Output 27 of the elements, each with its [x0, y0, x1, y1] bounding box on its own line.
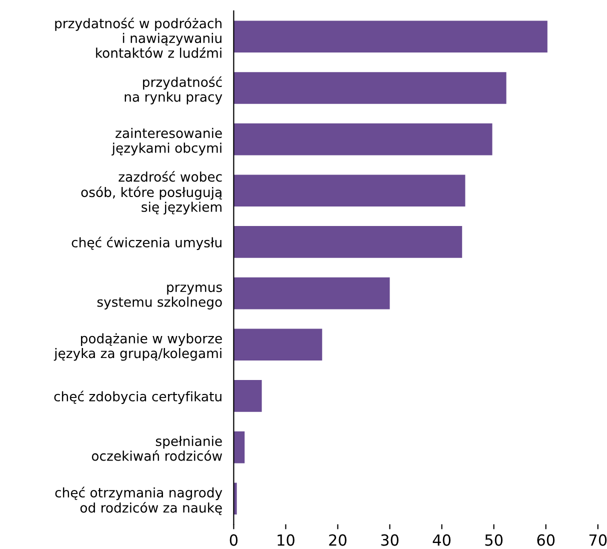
bar	[234, 277, 390, 310]
bar	[234, 174, 466, 207]
x-tick-label: 20	[329, 534, 346, 546]
x-tick-label: 70	[589, 534, 607, 546]
x-tick-label: 50	[485, 534, 503, 546]
x-tick-label: 40	[432, 534, 451, 546]
y-tick-label: zainteresowanie językami obcymi	[112, 128, 222, 156]
x-tick-label: 10	[278, 534, 294, 546]
bar	[234, 328, 322, 361]
bar	[234, 72, 506, 104]
y-tick-label: chęć otrzymania nagrody od rodziców za naukę	[55, 486, 222, 516]
y-tick-label: zazdrość wobec osób, które posługują się językiem	[81, 171, 222, 214]
y-tick-label: spełnianie oczekiwań rodziców	[92, 436, 222, 461]
x-tick-label: 0	[230, 534, 238, 546]
bar	[234, 431, 245, 464]
bar	[234, 123, 492, 156]
y-tick-label: przydatność w podróżach i nawiązywaniu kontaktów z ludźmi	[55, 18, 222, 58]
bar	[234, 20, 548, 53]
bar	[234, 226, 462, 258]
y-tick-label: chęć zdobycia certyfikatu	[54, 390, 222, 404]
y-tick-label: podążanie w wyborze języka za grupą/kolegami	[54, 333, 222, 361]
bar	[234, 380, 262, 412]
y-tick-label: przymus systemu szkolnego	[97, 284, 222, 310]
x-tick-label: 60	[537, 534, 555, 546]
y-tick-label: przydatność na rynku pracy	[124, 76, 222, 104]
y-tick-label: chęć ćwiczenia umysłu	[72, 236, 222, 250]
x-tick-label: 30	[381, 534, 398, 546]
